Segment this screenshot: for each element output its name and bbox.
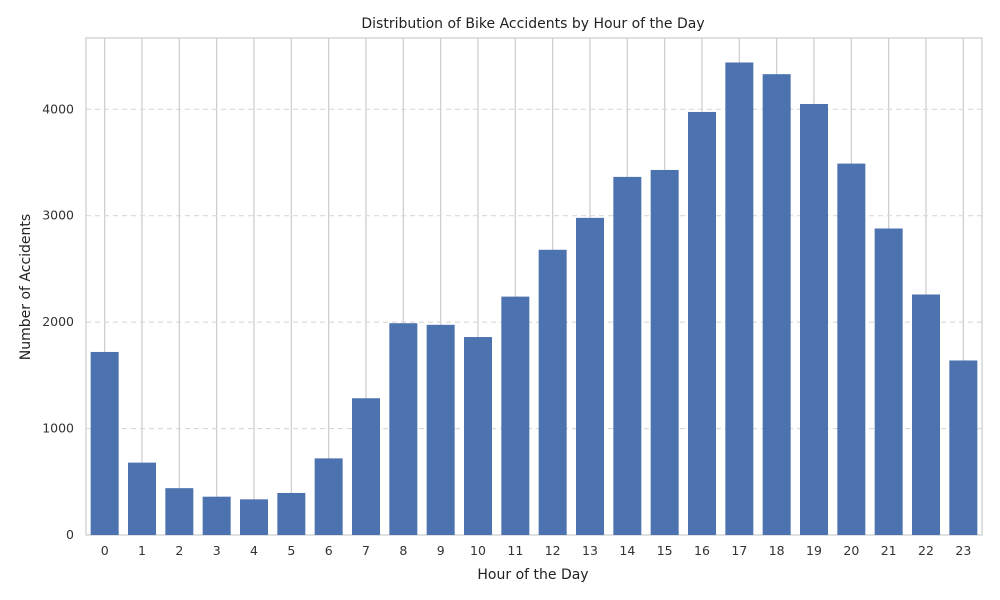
bar-hour-23 — [949, 360, 978, 535]
bar-hour-13 — [576, 217, 604, 535]
x-tick-label: 3 — [213, 543, 221, 558]
y-axis-label: Number of Accidents — [18, 214, 34, 360]
y-tick-label: 3000 — [42, 208, 74, 223]
x-tick-label: 7 — [362, 543, 370, 558]
bars-layer — [90, 62, 978, 536]
x-tick-label: 15 — [657, 543, 673, 558]
x-tick-label: 14 — [619, 543, 635, 558]
bar-hour-17 — [725, 62, 754, 536]
bar-hour-15 — [650, 169, 679, 535]
x-tick-label: 5 — [287, 543, 295, 558]
bar-hour-1 — [128, 462, 156, 535]
plot-border — [85, 37, 983, 536]
bar-hour-3 — [202, 496, 231, 535]
ticks-layer: 0 1 2 3 4 5 6 7 8 9 10 11 12 13 14 15 16 17 18 19 20 21 22 2301… — [42, 101, 971, 558]
x-tick-label: 17 — [731, 543, 747, 558]
bar-hour-21 — [874, 228, 903, 535]
x-tick-label: 1 — [138, 543, 146, 558]
x-tick-label: 16 — [694, 543, 710, 558]
bar-hour-2 — [165, 488, 194, 535]
y-tick-label: 2000 — [42, 314, 74, 329]
bar-hour-16 — [688, 111, 716, 536]
bar-hour-20 — [837, 163, 866, 535]
x-tick-label: 11 — [507, 543, 523, 558]
bar-hour-5 — [277, 492, 306, 535]
bar-hour-12 — [538, 249, 567, 535]
bar-hour-10 — [464, 337, 492, 535]
bar-hour-0 — [90, 351, 119, 535]
bar-hour-22 — [912, 294, 940, 535]
bar-hour-7 — [352, 398, 380, 535]
bar-hour-4 — [240, 499, 268, 535]
bar-hour-18 — [762, 74, 791, 536]
x-tick-label: 22 — [918, 543, 934, 558]
x-tick-label: 6 — [325, 543, 333, 558]
y-tick-label: 1000 — [42, 421, 74, 436]
x-axis-label: Hour of the Day — [477, 567, 588, 583]
x-tick-label: 19 — [806, 543, 822, 558]
x-tick-label: 20 — [843, 543, 859, 558]
bar-hour-8 — [389, 323, 418, 535]
x-tick-label: 18 — [769, 543, 785, 558]
bar-hour-9 — [426, 324, 455, 535]
y-tick-label: 0 — [66, 527, 74, 542]
bar-hour-6 — [314, 458, 343, 535]
x-tick-label: 8 — [399, 543, 407, 558]
x-tick-label: 13 — [582, 543, 598, 558]
chart-title: Distribution of Bike Accidents by Hour o… — [361, 16, 704, 32]
x-tick-label: 10 — [470, 543, 486, 558]
x-tick-label: 12 — [545, 543, 561, 558]
bar-hour-11 — [501, 296, 530, 535]
x-tick-label: 2 — [175, 543, 183, 558]
x-tick-label: 0 — [101, 543, 109, 558]
x-tick-label: 9 — [437, 543, 445, 558]
x-tick-label: 4 — [250, 543, 258, 558]
x-tick-label: 23 — [955, 543, 971, 558]
bar-hour-19 — [800, 103, 828, 535]
bar-hour-14 — [613, 176, 642, 535]
x-tick-label: 21 — [881, 543, 897, 558]
y-tick-label: 4000 — [42, 101, 74, 116]
